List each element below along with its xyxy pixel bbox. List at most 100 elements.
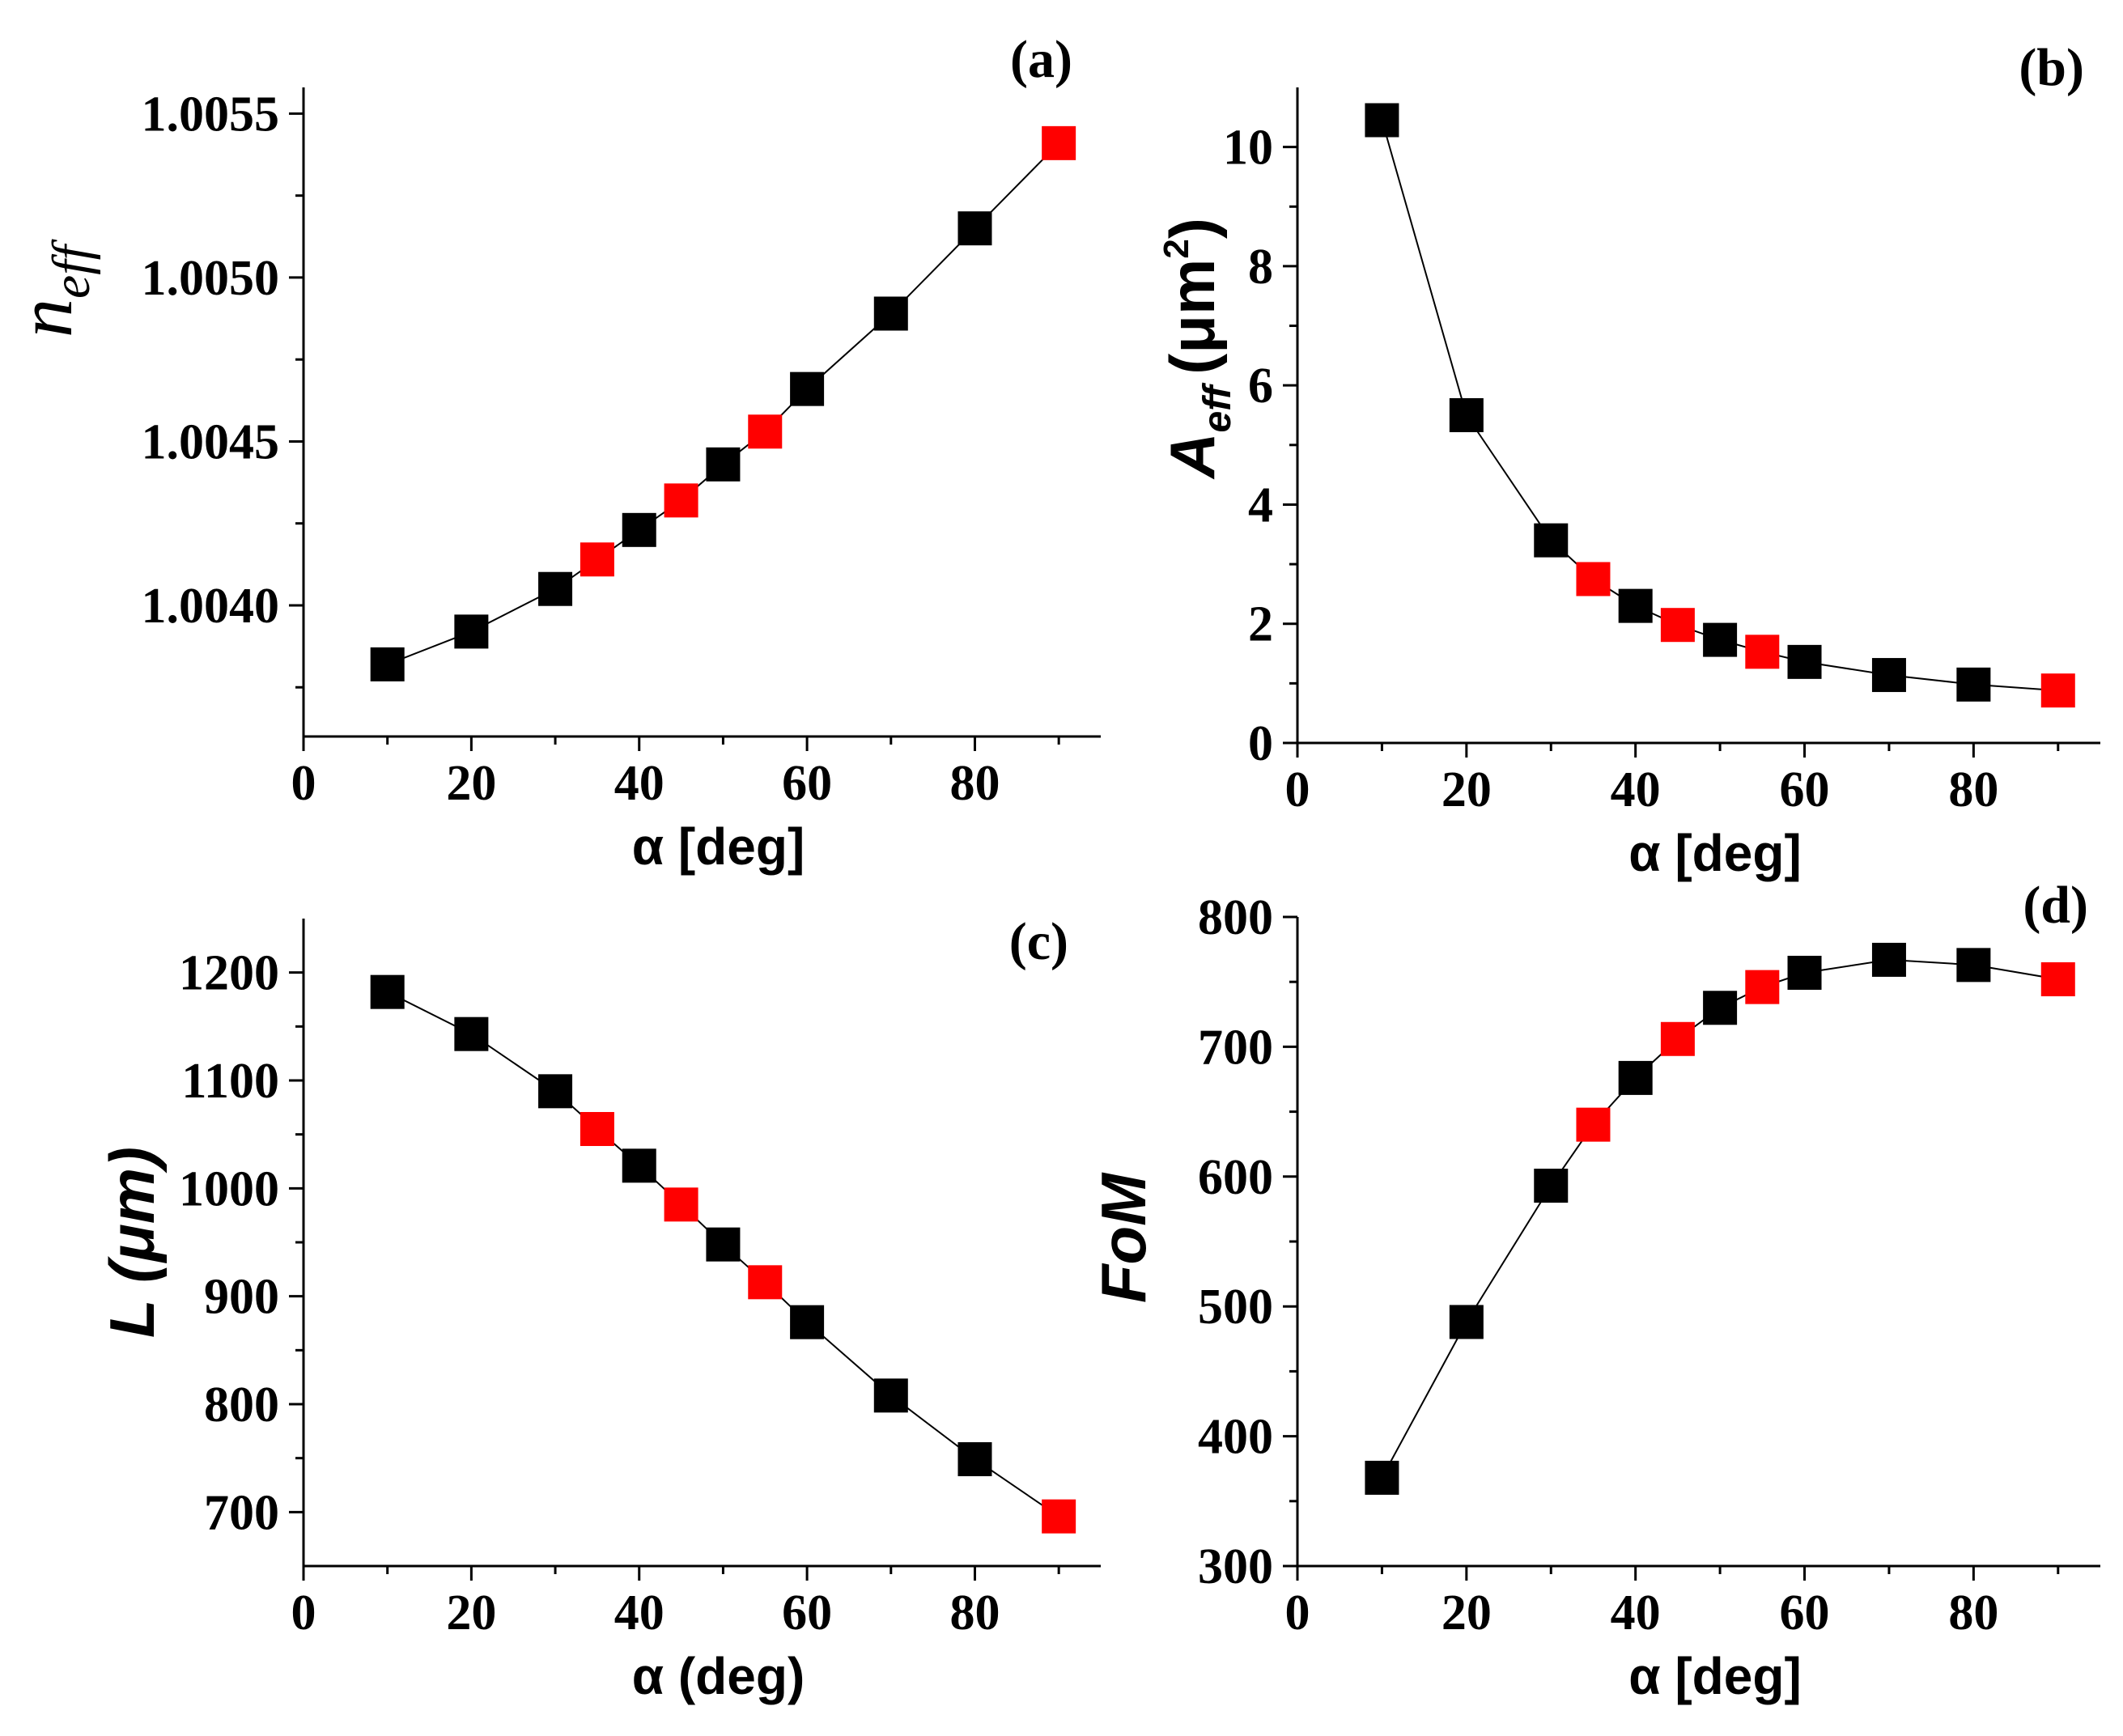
data-point xyxy=(873,1378,908,1413)
chart-panel-3: 0 20 40 60 80 700 800 900 1000 1100 1200 (c) α (deg)… xyxy=(96,912,1101,1705)
data-point xyxy=(1956,948,1991,983)
chart-panel-2: 0 20 40 60 80 0 2 4 6 8 10 (b) α [deg] Aeff(μm2) xyxy=(1157,38,2100,882)
panel-label: (a) xyxy=(1010,30,1072,89)
data-point xyxy=(790,371,825,406)
data-point-highlight xyxy=(748,1265,783,1300)
x-tick-label: 40 xyxy=(1611,1585,1661,1640)
x-axis-title: α [deg] xyxy=(1628,824,1802,882)
y-axis-title: neff xyxy=(2,239,101,337)
data-point xyxy=(370,647,405,681)
y-axis-title: L (μm) xyxy=(96,1147,168,1338)
data-point xyxy=(706,447,741,482)
data-point-highlight xyxy=(1576,1107,1611,1142)
data-point xyxy=(538,1074,573,1109)
data-point xyxy=(1956,667,1991,702)
data-point-highlight xyxy=(1745,635,1780,669)
y-tick-label: 800 xyxy=(1198,890,1273,945)
y-tick-label: 900 xyxy=(204,1270,279,1325)
data-point-highlight xyxy=(2040,961,2075,996)
data-point xyxy=(957,1442,992,1476)
y-tick-label: 1000 xyxy=(179,1161,279,1216)
y-tick-label: 10 xyxy=(1223,121,1273,176)
x-axis-title: α [deg] xyxy=(1628,1647,1802,1705)
data-point xyxy=(370,974,405,1009)
data-point xyxy=(1365,103,1399,138)
data-point xyxy=(1871,658,1906,693)
data-point xyxy=(1787,955,1822,990)
y-tick-label: 1.0040 xyxy=(142,579,280,634)
x-tick-label: 0 xyxy=(1285,1585,1310,1640)
y-tick-label: 4 xyxy=(1248,478,1273,533)
y-tick-label: 8 xyxy=(1248,240,1273,295)
data-point xyxy=(1703,991,1738,1025)
data-point xyxy=(622,512,656,547)
x-axis-title: α [deg] xyxy=(632,817,805,876)
x-tick-label: 20 xyxy=(1442,762,1492,817)
y-tick-label: 0 xyxy=(1248,716,1273,771)
y-tick-label: 300 xyxy=(1198,1539,1273,1594)
data-point xyxy=(873,296,908,331)
x-tick-label: 60 xyxy=(782,756,832,811)
x-tick-label: 40 xyxy=(1611,762,1661,817)
data-point xyxy=(1618,588,1653,623)
y-tick-label: 700 xyxy=(1198,1020,1273,1075)
x-tick-label: 0 xyxy=(291,1585,316,1640)
data-point xyxy=(1449,1305,1484,1339)
y-tick-label: 1100 xyxy=(181,1054,279,1109)
y-tick-label: 400 xyxy=(1198,1410,1273,1465)
y-axis-title-text: Aeff(μm2) xyxy=(1157,218,1239,480)
x-tick-label: 60 xyxy=(782,1585,832,1640)
data-point-highlight xyxy=(1042,1499,1076,1534)
data-point-highlight xyxy=(664,1187,698,1222)
y-tick-label: 6 xyxy=(1248,359,1273,414)
y-tick-label: 1.0045 xyxy=(142,414,280,469)
x-tick-label: 0 xyxy=(291,756,316,811)
data-point-highlight xyxy=(748,414,783,449)
y-tick-label: 1200 xyxy=(179,946,279,1001)
y-axis-title: FoM xyxy=(1088,1172,1159,1303)
data-point xyxy=(1787,644,1822,679)
y-axis-title-text: neff xyxy=(2,239,101,337)
x-tick-label: 40 xyxy=(614,756,664,811)
data-point-highlight xyxy=(1576,562,1611,596)
x-tick-label: 40 xyxy=(614,1585,664,1640)
y-tick-label: 1.0055 xyxy=(142,87,280,142)
data-point xyxy=(790,1305,825,1339)
panel-label: (c) xyxy=(1009,912,1068,971)
y-tick-label: 1.0050 xyxy=(142,251,280,306)
y-tick-label: 2 xyxy=(1248,597,1273,652)
x-tick-label: 20 xyxy=(446,1585,496,1640)
data-point xyxy=(1703,622,1738,657)
x-tick-label: 60 xyxy=(1780,762,1830,817)
series-line xyxy=(1381,958,2058,1479)
data-point xyxy=(1618,1060,1653,1095)
y-tick-label: 600 xyxy=(1198,1150,1273,1205)
y-axis-title: Aeff(μm2) xyxy=(1157,218,1239,480)
y-tick-label: 800 xyxy=(204,1377,279,1433)
data-point-highlight xyxy=(580,542,614,577)
y-tick-label: 500 xyxy=(1198,1280,1273,1335)
data-point xyxy=(454,614,489,649)
x-tick-label: 20 xyxy=(446,756,496,811)
x-tick-label: 80 xyxy=(949,756,1000,811)
data-point xyxy=(1449,398,1484,432)
x-tick-label: 80 xyxy=(949,1585,1000,1640)
x-tick-label: 80 xyxy=(1948,762,1998,817)
x-tick-label: 0 xyxy=(1285,762,1310,817)
data-point xyxy=(454,1017,489,1051)
data-point xyxy=(1365,1460,1399,1495)
data-point xyxy=(538,571,573,606)
data-point xyxy=(622,1148,656,1183)
data-point-highlight xyxy=(1660,608,1695,643)
data-point-highlight xyxy=(1660,1021,1695,1056)
data-point-highlight xyxy=(580,1112,614,1146)
data-point-highlight xyxy=(2040,673,2075,708)
data-point xyxy=(1534,523,1569,558)
y-axis-title-text: FoM xyxy=(1088,1172,1159,1303)
y-axis-title-text: L (μm) xyxy=(96,1147,168,1338)
data-point-highlight xyxy=(664,483,698,518)
data-point xyxy=(957,211,992,246)
data-point xyxy=(706,1227,741,1262)
panel-label: (b) xyxy=(2019,38,2084,97)
